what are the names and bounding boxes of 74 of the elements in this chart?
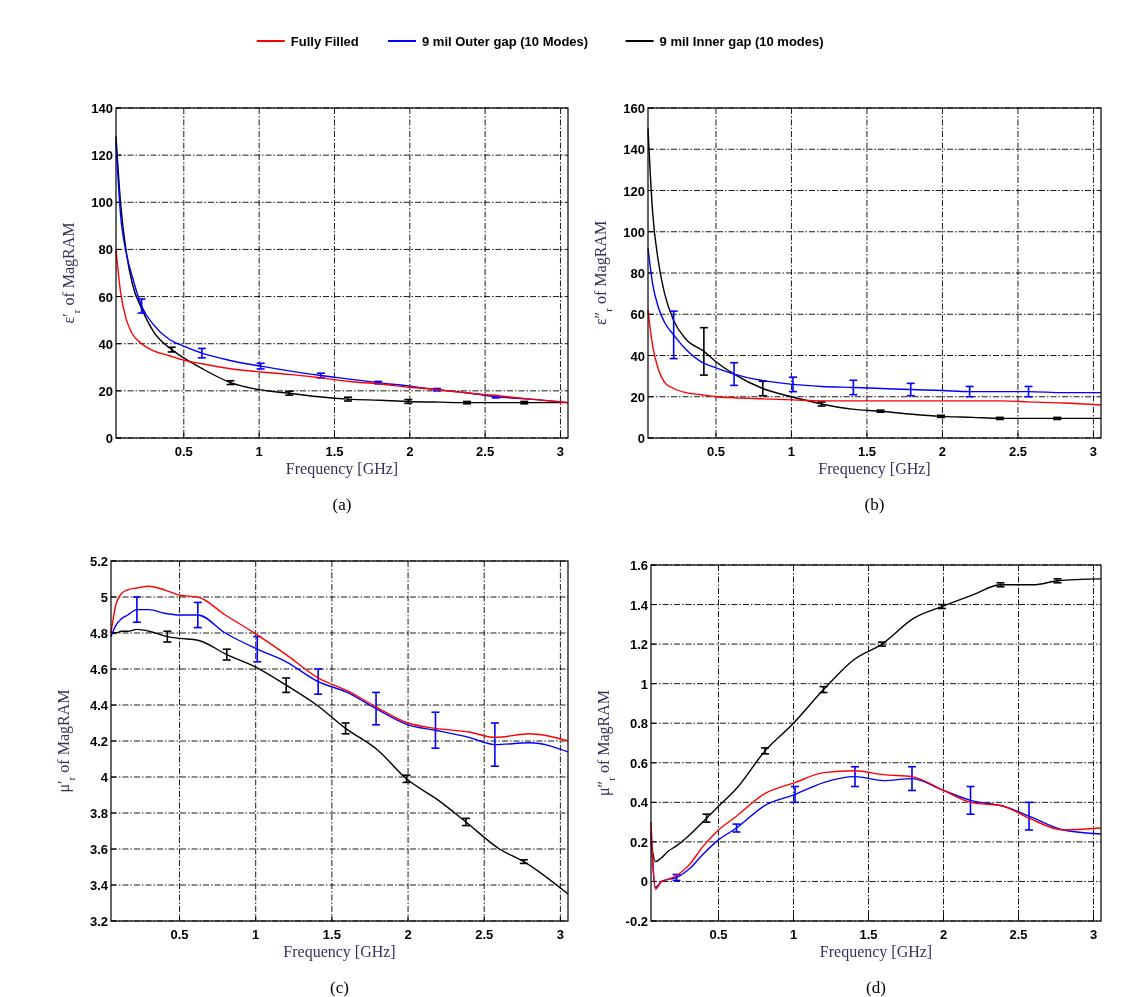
y-tick-label: 100 [91,195,113,211]
y-tick-label: 0 [105,431,113,446]
text: (d) [866,978,886,997]
x-axis-title: Frequency [GHz] [283,943,396,961]
x-tick-label: 1.5 [325,444,344,459]
x-tick-label: 2.5 [476,444,495,459]
y-tick-label: 4.2 [89,734,108,749]
x-tick-label: 3 [556,444,565,459]
y-tick-label: 0 [640,874,648,890]
x-axis-title: Frequency [GHz] [819,943,933,961]
y-tick-label: 1.4 [629,597,649,613]
y-tick-label: 5 [100,590,108,605]
y-tick-label: 4.8 [89,626,108,641]
legend-label: Fully Filled [290,34,359,49]
y-tick-label: 100 [623,224,645,240]
y-tick-label: 1.2 [629,637,648,653]
x-tick-label: 2.5 [475,927,494,942]
x-tick-label: 2 [938,444,947,459]
y-tick-label: -0.2 [625,914,648,929]
x-tick-label: 0.5 [170,927,189,942]
x-tick-label: 2 [939,927,948,942]
y-tick-label: 40 [630,348,645,364]
y-tick-label: 60 [630,307,645,323]
x-tick-label: 2 [404,927,412,942]
x-axis-title: Frequency [GHz] [285,460,399,478]
x-tick-label: 1.5 [859,927,878,942]
text: (b) [864,495,885,514]
y-tick-label: 80 [98,242,113,258]
x-tick-label: 0.5 [709,927,728,942]
x-tick-label: 0.5 [174,444,193,459]
x-tick-label: 2 [406,444,414,459]
x-tick-label: 1.5 [322,927,341,942]
x-tick-label: 1 [255,444,263,459]
y-tick-label: 3.2 [89,914,108,929]
y-tick-label: 140 [623,142,645,158]
y-tick-label: 40 [98,336,113,352]
x-tick-label: 2.5 [1008,444,1027,459]
legend-label: 9 mil Outer gap (10 Modes) [422,34,589,49]
y-tick-label: 3.6 [89,842,108,857]
x-tick-label: 3 [556,927,564,942]
y-tick-label: 3.4 [89,878,109,893]
y-tick-label: 0.4 [629,795,649,811]
x-tick-label: 1.5 [857,444,876,459]
y-tick-label: 4 [100,770,109,785]
x-tick-label: 3 [1089,444,1098,459]
y-tick-label: 1 [640,676,648,692]
y-tick-label: 20 [98,383,113,399]
x-tick-label: 1 [789,927,798,942]
legend-label: 9 mil Inner gap (10 modes) [659,34,824,49]
text: (c) [330,978,349,997]
y-tick-label: 1.6 [629,558,648,573]
y-tick-label: 120 [623,183,645,199]
y-tick-label: 0 [637,431,645,446]
line-series [110,585,569,742]
x-tick-label: 0.5 [706,444,725,459]
x-tick-label: 1 [787,444,796,459]
x-tick-label: 1 [252,927,260,942]
y-tick-label: 160 [623,101,645,116]
y-tick-label: 0.2 [629,834,648,850]
y-tick-label: 120 [91,148,113,164]
y-tick-label: 80 [630,266,645,281]
y-tick-label: 4.4 [89,698,109,713]
y-tick-label: 60 [98,289,113,305]
y-tick-label: 4.6 [89,662,108,677]
y-tick-label: 3.8 [89,806,108,821]
y-tick-label: 20 [630,389,645,405]
y-tick-label: 0.6 [629,755,648,771]
y-tick-label: 5.2 [89,554,108,569]
x-tick-label: 2.5 [1009,927,1028,942]
y-tick-label: 140 [91,101,113,116]
y-tick-label: 0.8 [629,716,648,732]
text: (a) [332,495,352,514]
x-axis-title: Frequency [GHz] [818,460,931,478]
x-tick-label: 3 [1089,927,1098,942]
